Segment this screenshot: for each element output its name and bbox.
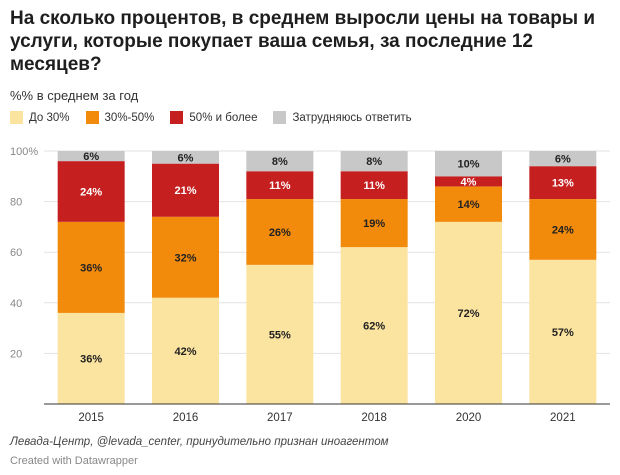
- data-label: 11%: [269, 180, 291, 192]
- data-label: 24%: [80, 186, 102, 198]
- bar-segment: [152, 216, 219, 298]
- bar-segment: [152, 297, 219, 404]
- x-tick-label: 2018: [361, 412, 387, 424]
- y-tick-label: 20: [10, 348, 22, 360]
- chart-title: На сколько процентов, в среднем выросли …: [10, 8, 596, 75]
- bar-segment: [57, 151, 125, 162]
- bar-segment: [246, 151, 314, 172]
- bar-segment: [246, 264, 314, 404]
- source-note: Левада-Центр, @levada_center, принудител…: [10, 436, 389, 448]
- legend-swatch: [273, 111, 287, 124]
- legend: До 30% 30%-50% 50% и более Затрудняюсь о…: [10, 111, 412, 124]
- data-label: 57%: [552, 327, 574, 339]
- data-label: 72%: [457, 308, 479, 320]
- legend-label: 30%-50%: [104, 111, 155, 124]
- chart-subtitle: %% в среднем за год: [10, 88, 139, 103]
- bar-segment: [340, 151, 408, 172]
- legend-item-50-plus: 50% и более: [170, 111, 257, 124]
- legend-item-30-50: 30%-50%: [85, 111, 155, 124]
- bar-segment: [340, 199, 408, 248]
- data-label: 55%: [269, 329, 291, 341]
- data-label: 4%: [461, 176, 477, 188]
- data-label: 36%: [80, 353, 102, 365]
- legend-swatch: [170, 111, 184, 124]
- data-label: 21%: [174, 185, 196, 197]
- legend-label: До 30%: [29, 111, 70, 124]
- bar-segment: [435, 221, 502, 404]
- datawrapper-credit: Created with Datawrapper: [10, 455, 138, 467]
- x-tick-label: 2016: [173, 412, 199, 424]
- bar-segment: [57, 161, 125, 222]
- y-tick-label: 100%: [10, 146, 38, 158]
- data-label: 8%: [366, 156, 382, 168]
- data-label: 32%: [174, 252, 196, 264]
- bar-segment: [152, 151, 219, 164]
- legend-swatch: [10, 111, 23, 124]
- data-label: 8%: [272, 156, 288, 168]
- legend-label: Затрудняюсь ответить: [292, 111, 412, 124]
- bar-segment: [529, 151, 597, 167]
- bar-segment: [340, 247, 408, 404]
- bar-segment: [435, 186, 502, 222]
- bar-segment: [340, 171, 408, 200]
- bar-segment: [246, 199, 314, 265]
- x-tick-label: 2017: [267, 412, 293, 424]
- data-label: 6%: [178, 152, 194, 164]
- bar-segment: [529, 259, 597, 404]
- data-label: 62%: [363, 321, 385, 333]
- data-label: 13%: [552, 178, 574, 190]
- data-label: 26%: [269, 227, 291, 239]
- x-tick-label: 2021: [550, 412, 576, 424]
- bar-segment: [529, 199, 597, 260]
- legend-item-up-to-30: До 30%: [10, 111, 70, 124]
- legend-label: 50% и более: [189, 111, 258, 124]
- x-tick-label: 2020: [456, 412, 482, 424]
- data-label: 11%: [363, 180, 385, 192]
- data-label: 42%: [174, 346, 196, 358]
- bar-segment: [435, 151, 502, 177]
- legend-swatch: [85, 111, 99, 124]
- bar-segment: [435, 176, 502, 187]
- bar-segment: [246, 171, 314, 200]
- data-label: 36%: [80, 262, 102, 274]
- bar-segment: [57, 221, 125, 313]
- y-tick-label: 60: [10, 247, 22, 259]
- y-tick-label: 40: [10, 298, 22, 310]
- legend-item-dont-know: Затрудняюсь ответить: [273, 111, 412, 124]
- x-tick-label: 2015: [78, 412, 104, 424]
- data-label: 10%: [457, 159, 479, 171]
- data-label: 19%: [363, 218, 385, 230]
- bar-segment: [529, 166, 597, 200]
- bar-segment: [57, 312, 125, 404]
- data-label: 24%: [552, 224, 574, 236]
- data-label: 6%: [83, 151, 99, 163]
- data-label: 14%: [457, 199, 479, 211]
- y-tick-label: 80: [10, 197, 22, 209]
- data-label: 6%: [555, 154, 571, 166]
- bar-segment: [152, 163, 219, 217]
